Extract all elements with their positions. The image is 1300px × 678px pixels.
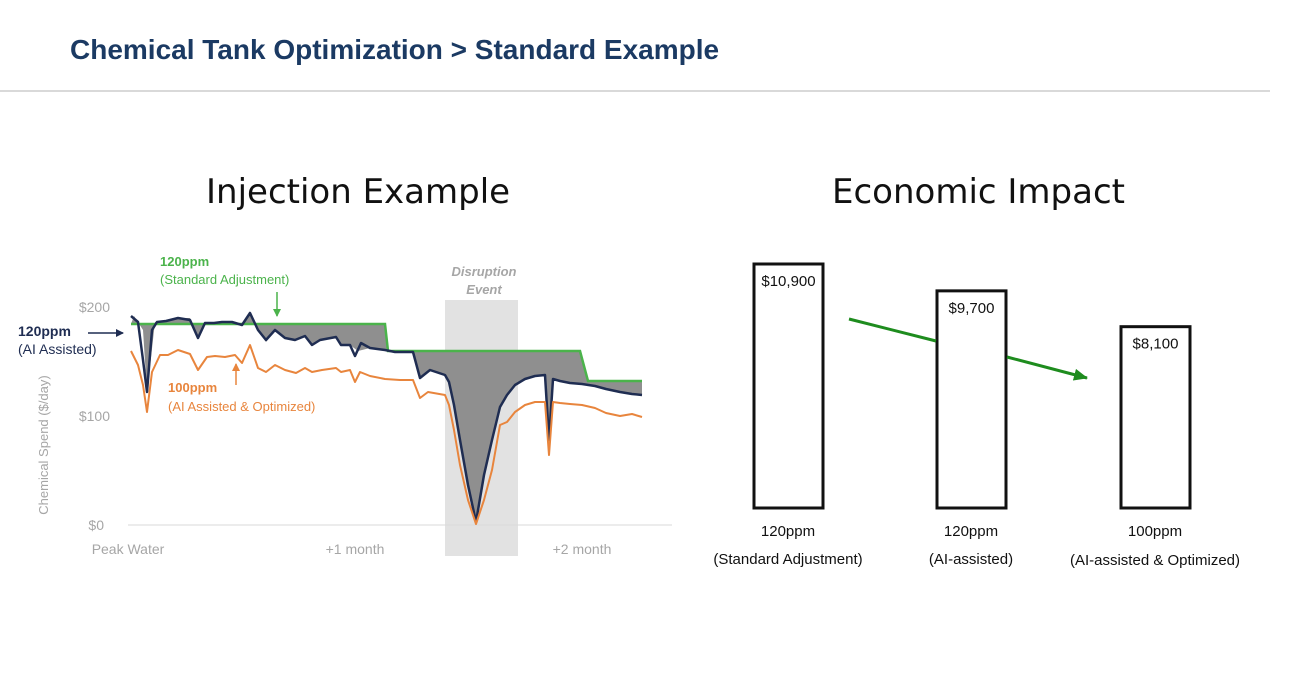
legend-optimized-sub: (AI Assisted & Optimized)	[168, 399, 315, 414]
legend-ai-name: 120ppm	[18, 323, 71, 339]
x-tick-label: Peak Water	[92, 541, 165, 557]
disruption-label-line2: Event	[466, 282, 502, 297]
savings-fill-area	[131, 313, 642, 522]
disruption-label-line1: Disruption	[452, 264, 517, 279]
series-line-ai-optimized	[130, 344, 643, 525]
legend-standard-name: 120ppm	[160, 254, 209, 269]
bar-category-label: (AI-assisted & Optimized)	[1070, 552, 1240, 569]
bar-category-label: (Standard Adjustment)	[713, 551, 862, 568]
bar-category-label: 120ppm	[944, 523, 998, 540]
trend-arrow-segment	[1006, 355, 1088, 381]
series-line-ai-assisted	[130, 311, 643, 524]
legend-standard-sub: (Standard Adjustment)	[160, 272, 289, 287]
y-tick-label: $100	[79, 408, 110, 424]
legend-optimized-name: 100ppm	[168, 380, 217, 395]
legend-ai-sub: (AI Assisted)	[18, 341, 97, 357]
economic-chart-title: Economic Impact	[832, 172, 1125, 212]
bar	[752, 262, 825, 510]
bar-category-label: 120ppm	[761, 523, 815, 540]
series-line-standard	[131, 322, 642, 383]
trend-arrow-segment	[848, 317, 937, 343]
bar-category-label: (AI-assisted)	[929, 551, 1013, 568]
bar-value-label: $9,700	[949, 300, 995, 317]
bar-category-label: 100ppm	[1128, 523, 1182, 540]
bar-value-label: $8,100	[1133, 336, 1179, 353]
header-divider	[0, 90, 1270, 92]
y-tick-label: $0	[88, 517, 104, 533]
y-axis-label: Chemical Spend ($/day)	[36, 375, 51, 514]
economic-bars: $10,900 $9,700 $8,100	[752, 262, 1192, 510]
page-title: Chemical Tank Optimization > Standard Ex…	[70, 34, 720, 65]
y-tick-label: $200	[79, 299, 110, 315]
x-tick-label: +2 month	[553, 541, 612, 557]
bar	[935, 289, 1008, 510]
bar	[1119, 325, 1192, 510]
injection-chart-title: Injection Example	[206, 172, 511, 212]
x-tick-label: +1 month	[326, 541, 385, 557]
bar-value-label: $10,900	[761, 273, 815, 290]
